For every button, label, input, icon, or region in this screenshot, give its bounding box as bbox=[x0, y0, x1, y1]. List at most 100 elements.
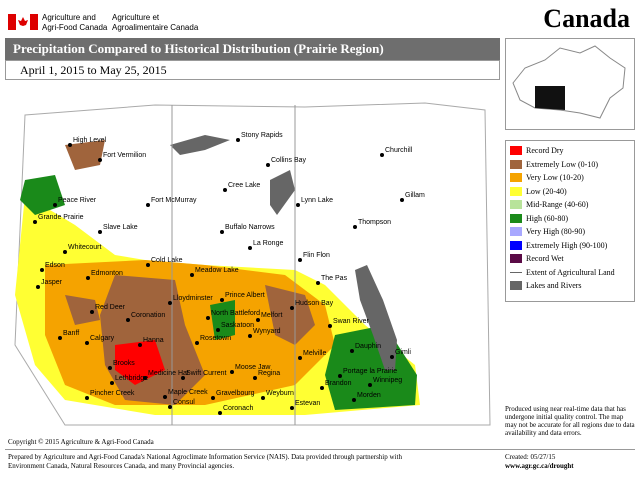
place-dot bbox=[40, 268, 44, 272]
place-dot bbox=[266, 163, 270, 167]
place-label: Estevan bbox=[295, 400, 320, 407]
place-dot bbox=[33, 220, 37, 224]
place-label: Hudson Bay bbox=[295, 300, 334, 307]
place-dot bbox=[168, 405, 172, 409]
place-dot bbox=[248, 246, 252, 250]
place-label: Pincher Creek bbox=[90, 390, 135, 397]
place-dot bbox=[190, 273, 194, 277]
place-label: Red Deer bbox=[95, 304, 126, 311]
legend-label: Low (20-40) bbox=[526, 186, 567, 196]
place-dot bbox=[220, 298, 224, 302]
place-dot bbox=[380, 153, 384, 157]
place-dot bbox=[320, 386, 324, 390]
place-label: Grande Prairie bbox=[38, 214, 84, 221]
place-label: Lethbridge bbox=[115, 375, 148, 382]
place-dot bbox=[181, 376, 185, 380]
place-dot bbox=[58, 336, 62, 340]
place-dot bbox=[195, 341, 199, 345]
place-label: Dauphin bbox=[355, 343, 381, 350]
place-label: Whitecourt bbox=[68, 244, 102, 251]
place-label: Rosetown bbox=[200, 335, 231, 342]
place-label: Swan River bbox=[333, 318, 369, 325]
legend-swatch bbox=[510, 240, 522, 250]
place-dot bbox=[298, 356, 302, 360]
place-label: Saskatoon bbox=[221, 322, 254, 329]
place-dot bbox=[230, 370, 234, 374]
place-dot bbox=[352, 398, 356, 402]
place-label: Fort Vermilion bbox=[103, 152, 146, 159]
place-label: Banff bbox=[63, 330, 79, 337]
place-dot bbox=[143, 376, 147, 380]
copyright: Copyright © 2015 Agriculture & Agri-Food… bbox=[8, 438, 154, 446]
legend-label: Extremely Low (0-10) bbox=[526, 159, 598, 169]
place-label: Portage la Prairie bbox=[343, 368, 397, 375]
place-dot bbox=[36, 285, 40, 289]
place-dot bbox=[146, 263, 150, 267]
place-label: Peace River bbox=[58, 197, 97, 204]
place-label: Buffalo Narrows bbox=[225, 224, 275, 231]
place-dot bbox=[163, 395, 167, 399]
legend-label: Extent of Agricultural Land bbox=[526, 267, 615, 277]
legend: Record Dry Extremely Low (0-10) Very Low (… bbox=[505, 140, 635, 302]
place-dot bbox=[296, 203, 300, 207]
place-label: Winnipeg bbox=[373, 377, 402, 384]
place-label: Coronation bbox=[131, 312, 165, 319]
place-label: Gillam bbox=[405, 192, 425, 199]
place-label: Medicine Hat bbox=[148, 370, 189, 377]
place-label: Maple Creek bbox=[168, 389, 208, 396]
place-label: Swift Current bbox=[186, 370, 227, 377]
inset-map bbox=[505, 38, 635, 130]
legend-item: Very Low (10-20) bbox=[510, 171, 630, 185]
place-dot bbox=[218, 411, 222, 415]
place-dot bbox=[98, 158, 102, 162]
place-label: Meadow Lake bbox=[195, 267, 239, 274]
place-dot bbox=[350, 349, 354, 353]
place-label: Coronach bbox=[223, 405, 253, 412]
place-label: Slave Lake bbox=[103, 224, 138, 231]
place-label: Brandon bbox=[325, 380, 352, 387]
place-label: Melville bbox=[303, 350, 326, 357]
place-label: Morden bbox=[357, 392, 381, 399]
place-dot bbox=[316, 281, 320, 285]
place-dot bbox=[98, 230, 102, 234]
legend-label: Extremely High (90-100) bbox=[526, 240, 608, 250]
place-dot bbox=[223, 188, 227, 192]
place-label: Edmonton bbox=[91, 270, 123, 277]
place-dot bbox=[126, 318, 130, 322]
legend-swatch bbox=[510, 213, 522, 223]
place-dot bbox=[261, 396, 265, 400]
legend-item: Record Wet bbox=[510, 252, 630, 266]
divider bbox=[5, 449, 635, 450]
wordmark: Canada bbox=[543, 4, 630, 33]
legend-item: Lakes and Rivers bbox=[510, 279, 630, 293]
place-dot bbox=[298, 258, 302, 262]
flag bbox=[8, 14, 38, 30]
place-label: Stony Rapids bbox=[241, 132, 283, 139]
place-dot bbox=[211, 396, 215, 400]
place-label: Wynyard bbox=[253, 328, 281, 335]
legend-swatch bbox=[510, 281, 522, 291]
legend-label: High (60-80) bbox=[526, 213, 568, 223]
place-dot bbox=[290, 306, 294, 310]
place-label: North Battleford bbox=[211, 310, 260, 317]
place-dot bbox=[63, 250, 67, 254]
place-label: Edson bbox=[45, 262, 65, 269]
place-label: The Pas bbox=[321, 275, 348, 282]
place-label: Thompson bbox=[358, 219, 391, 226]
org-fr: Agriculture et Agroalimentaire Canada bbox=[112, 13, 199, 32]
place-label: Jasper bbox=[41, 279, 63, 286]
place-dot bbox=[256, 318, 260, 322]
legend-item: High (60-80) bbox=[510, 212, 630, 226]
place-dot bbox=[108, 366, 112, 370]
legend-swatch bbox=[510, 227, 522, 237]
legend-label: Lakes and Rivers bbox=[526, 281, 582, 291]
place-label: Regina bbox=[258, 370, 280, 377]
legend-swatch bbox=[510, 271, 522, 273]
legend-label: Mid-Range (40-60) bbox=[526, 200, 589, 210]
map: High Level Fort Vermilion Stony Rapids Chur… bbox=[5, 85, 500, 435]
place-label: Weyburn bbox=[266, 390, 294, 397]
place-label: Brooks bbox=[113, 360, 135, 367]
place-dot bbox=[85, 341, 89, 345]
place-label: Gimli bbox=[395, 349, 411, 356]
